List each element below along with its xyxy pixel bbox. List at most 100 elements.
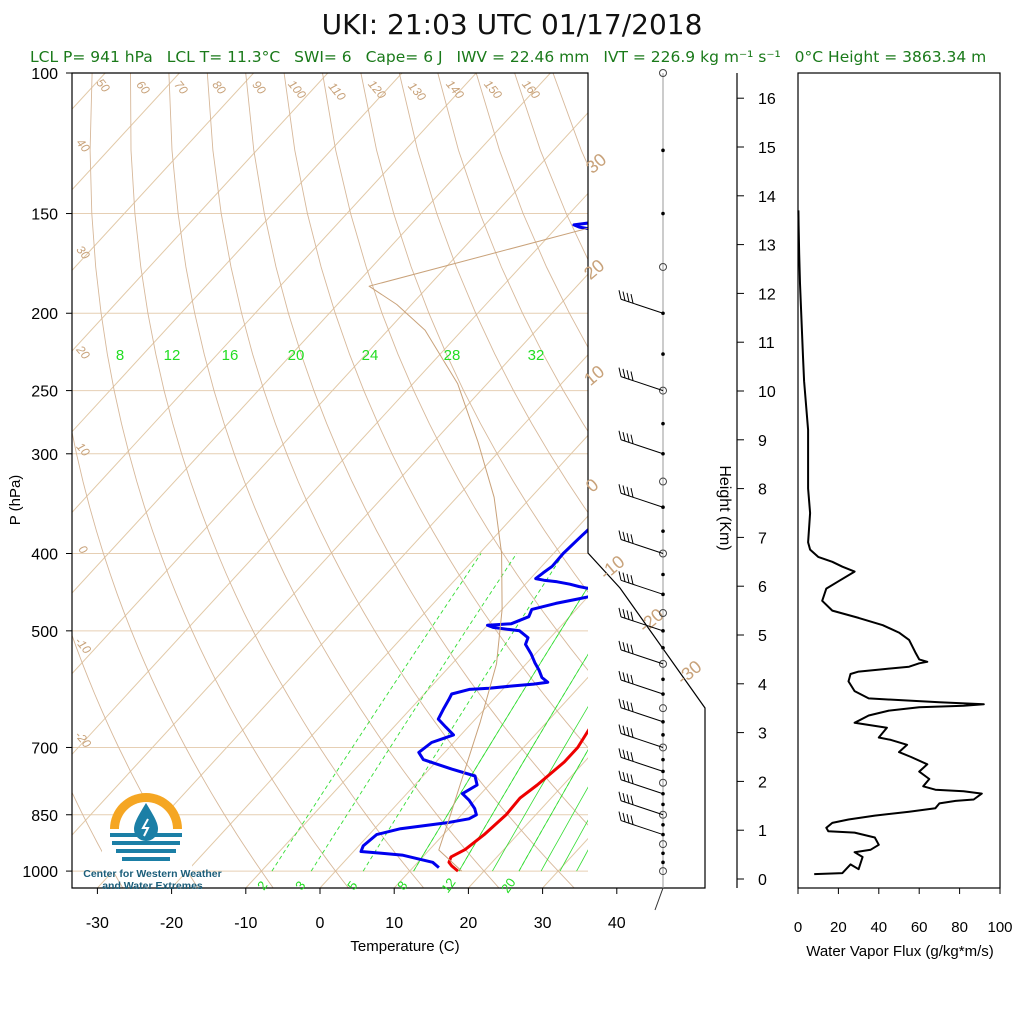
x-tick-label: -10	[234, 915, 257, 932]
wind-barb-shaft	[620, 579, 664, 595]
wind-barb-feather	[630, 702, 634, 712]
mixing-ratio-dashed-line	[458, 653, 588, 872]
wind-barb-dot	[661, 823, 665, 827]
y-tick-label: 1000	[22, 864, 58, 881]
stat-lcl-temperature: LCL T= 11.3°C	[166, 48, 281, 66]
wind-barb-shaft	[620, 649, 664, 665]
isotherm-line	[691, 73, 1024, 888]
height-tick-label: 4	[758, 677, 767, 694]
wind-barb-dot	[661, 757, 665, 762]
stat-freezing-height: 0°C Height = 3863.34 m	[794, 48, 987, 66]
dry-adiabat-line	[245, 73, 588, 826]
stat-swi: SWI= 6	[294, 48, 352, 66]
mixing-ratio-label-lower: 12	[438, 875, 459, 895]
dry-adiabat-line	[745, 73, 1024, 888]
wind-barb-feather	[626, 794, 630, 804]
wind-barb-feather	[630, 815, 634, 825]
dry-adiabat-label: 10	[73, 440, 93, 459]
y-tick-label: 300	[31, 447, 58, 464]
dry-adiabat-line	[72, 430, 274, 888]
height-tick-label: 10	[758, 384, 776, 401]
mixing-ratio-label-lower: 3	[292, 878, 308, 893]
wind-barb-calm-circle	[659, 810, 667, 819]
wind-barb-feather	[630, 488, 634, 498]
height-tick-label: 7	[758, 530, 767, 547]
logo-caption-line2: and Water Extremes	[102, 880, 203, 892]
isotherm-line	[171, 434, 588, 888]
wind-barb-feather	[630, 371, 634, 381]
x-tick-label: 30	[534, 915, 552, 932]
wind-barb-feather	[626, 673, 630, 683]
dry-adiabat-label: 20	[73, 342, 93, 362]
wind-barb-feather	[630, 534, 634, 544]
flux-x-tick-label: 60	[911, 919, 928, 936]
mixing-ratio-dashed-line	[413, 586, 588, 872]
dry-adiabat-label: 130	[405, 79, 429, 104]
height-axis-label: Height (Km)	[716, 465, 733, 550]
wind-barb-calm-circle	[659, 262, 667, 271]
wind-barb-feather	[622, 572, 626, 582]
isotherm-line	[72, 73, 254, 272]
wind-barb-feather	[622, 485, 626, 495]
wind-barb-shaft	[620, 376, 664, 392]
mixing-ratio-line	[576, 849, 588, 872]
series-dewpoint-line	[359, 221, 588, 869]
dry-adiabat-line	[168, 73, 500, 888]
x-tick-label: 0	[316, 915, 325, 932]
wind-barb-feather	[622, 771, 626, 782]
y-axis-label: P (hPa)	[7, 475, 24, 526]
wind-barb-feather	[626, 486, 630, 496]
height-tick-label: 0	[758, 872, 767, 889]
wind-barb-feather	[618, 290, 622, 300]
y-tick-label: 500	[31, 624, 58, 641]
height-tick-label: 16	[758, 91, 776, 108]
mixing-ratio-label-lower: 8	[394, 878, 410, 893]
wind-barb-dot	[661, 851, 665, 856]
wind-barb-feather	[618, 698, 622, 708]
dry-adiabat-line	[398, 73, 588, 514]
y-tick-label: 100	[31, 66, 58, 83]
isotherm-line	[468, 757, 588, 888]
wind-barb-feather	[618, 530, 622, 540]
isotherm-line	[617, 73, 1024, 888]
wind-barb-feather	[622, 431, 626, 442]
mixing-ratio-line	[540, 786, 588, 872]
wind-barb-feather	[622, 291, 626, 301]
y-tick-label: 400	[31, 546, 58, 563]
wind-barb-feather	[630, 795, 634, 805]
wind-barb-feather	[622, 699, 626, 710]
wind-barb-feather	[626, 532, 630, 543]
mixing-ratio-label: 8	[116, 347, 124, 364]
wind-barb-shaft	[620, 707, 664, 723]
wind-barb-calm-circle	[659, 840, 667, 849]
height-tick-label: 14	[758, 189, 776, 206]
height-tick-label: 9	[758, 433, 767, 450]
isotherm-line	[319, 595, 588, 888]
mixing-ratio-dashed-line	[310, 553, 517, 872]
dry-adiabat-line	[630, 73, 1024, 888]
wind-barb-shaft	[620, 616, 664, 632]
wind-barb-calm-circle	[659, 69, 667, 77]
wind-barb-dot	[661, 352, 665, 356]
y-tick-label: 700	[31, 740, 58, 757]
wind-barb-feather	[618, 484, 622, 494]
dry-adiabat-label: 120	[365, 77, 389, 102]
wind-barb-dot	[661, 529, 665, 533]
wind-barb-feather	[622, 368, 626, 379]
flux-x-axis-label: Water Vapor Flux (g/kg*m/s)	[806, 943, 994, 960]
dry-adiabat-line	[283, 73, 588, 749]
dry-adiabat-label: 150	[481, 77, 505, 102]
height-tick-label: 6	[758, 579, 767, 596]
isotherm-line	[245, 515, 588, 888]
stat-lcl-pressure: LCL P= 941 hPa	[30, 48, 153, 66]
mixing-ratio-label: 20	[288, 347, 305, 364]
isotherm-line	[542, 837, 588, 888]
stats-line: LCL P= 941 hPa LCL T= 11.3°C SWI= 6 Cape…	[30, 48, 1020, 66]
wind-barb-dot	[661, 148, 665, 153]
dry-adiabat-label: 30	[73, 243, 93, 262]
dry-adiabat-label: 70	[171, 78, 191, 97]
mixing-ratio-label: 12	[164, 347, 181, 364]
wind-barb-feather	[630, 752, 634, 762]
dry-adiabat-label: 0	[76, 542, 91, 556]
x-tick-label: -20	[160, 915, 183, 932]
